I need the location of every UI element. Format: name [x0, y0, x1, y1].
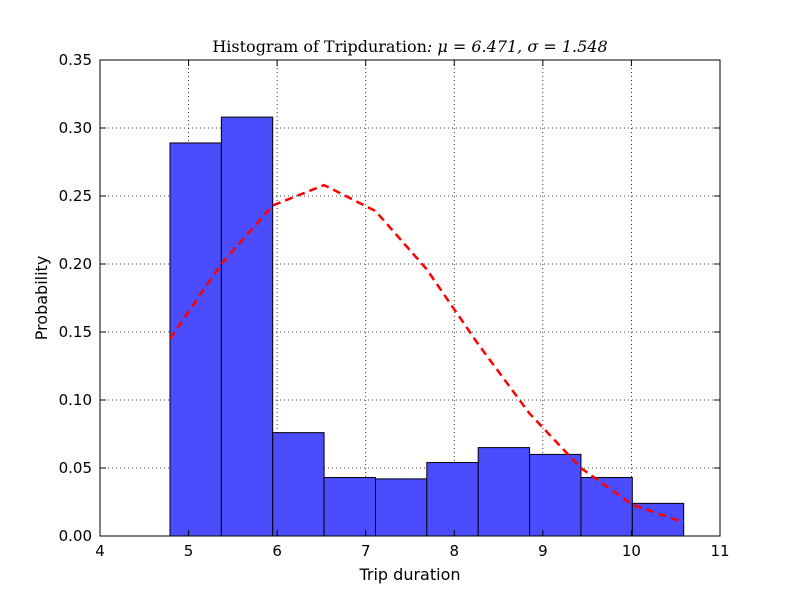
histogram-bar	[220, 116, 274, 537]
y-tick-label: 0.30	[59, 119, 92, 137]
x-tick-label: 7	[361, 542, 371, 560]
histogram-bar	[580, 477, 633, 537]
y-tick-label: 0.25	[59, 187, 92, 205]
x-tick-label: 4	[95, 542, 105, 560]
y-axis-label: Probability	[32, 256, 51, 341]
x-tick-label: 5	[184, 542, 194, 560]
x-tick-label: 10	[622, 542, 641, 560]
chart-title-text: Histogram of Tripduration	[212, 37, 427, 56]
histogram-bar	[529, 453, 582, 537]
histogram-bar	[374, 478, 428, 537]
histogram-bar	[272, 432, 325, 537]
chart-title-stats: : μ = 6.471, σ = 1.548	[427, 37, 608, 56]
histogram-bar	[477, 447, 531, 537]
y-tick-label: 0.15	[59, 323, 92, 341]
histogram-bar	[323, 477, 376, 537]
plot-frame	[99, 59, 721, 537]
chart-title: Histogram of Tripduration: μ = 6.471, σ …	[212, 37, 607, 56]
histogram-bar	[426, 462, 479, 537]
x-tick-label: 11	[710, 542, 729, 560]
y-tick-label: 0.05	[59, 459, 92, 477]
axis-ticks: 4 5 6 7 8 9 10 11 0.00 0.05 0.10 0.15 0.20 0.25 0.30 0.…	[59, 51, 730, 560]
y-tick-label: 0.35	[59, 51, 92, 69]
x-tick-label: 8	[450, 542, 460, 560]
x-axis-label: Trip duration	[358, 565, 460, 584]
histogram-bar	[169, 142, 222, 537]
y-tick-label: 0.00	[59, 527, 92, 545]
x-tick-label: 9	[538, 542, 548, 560]
x-tick-label: 6	[272, 542, 282, 560]
y-tick-label: 0.10	[59, 391, 92, 409]
y-tick-label: 0.20	[59, 255, 92, 273]
